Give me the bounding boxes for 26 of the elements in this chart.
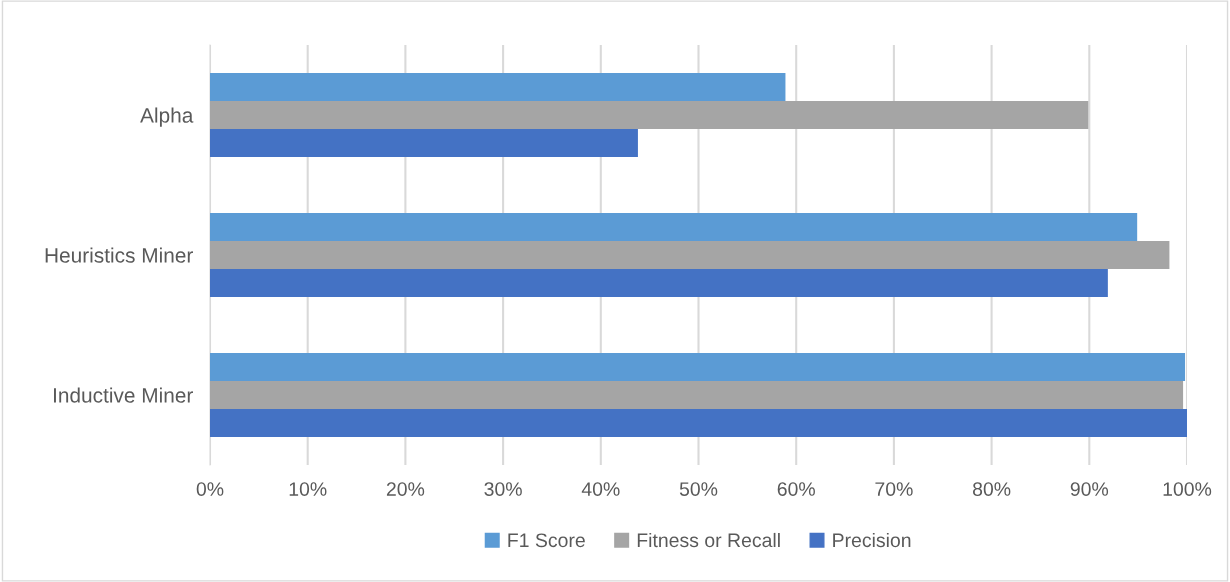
bar [210, 269, 1108, 297]
bar [210, 353, 1186, 381]
bar [210, 409, 1187, 437]
x-tick-label: 0% [196, 482, 224, 496]
y-tick-label: Heuristics Miner [45, 247, 193, 263]
x-tick-label: 90% [1070, 482, 1109, 496]
x-tick-label: 70% [875, 482, 913, 496]
y-tick-label: Inductive Miner [54, 387, 193, 403]
bar [210, 73, 786, 101]
y-tick-label: Alpha [140, 107, 194, 127]
bar [210, 241, 1170, 269]
legend-label: F1 Score [508, 533, 585, 548]
x-tick-label: 80% [972, 482, 1011, 496]
x-tick-label: 50% [679, 482, 718, 496]
x-tick-label: 60% [777, 482, 815, 496]
legend-label: Precision [833, 532, 911, 548]
bar [210, 129, 638, 157]
x-tick-label: 40% [581, 482, 620, 496]
x-tick-label: 10% [289, 482, 327, 496]
x-tick-label: 100% [1163, 482, 1212, 496]
x-tick-label: 30% [484, 482, 522, 496]
bar [210, 381, 1184, 409]
bar [210, 101, 1089, 129]
x-tick-label: 20% [386, 482, 425, 496]
legend-label: Fitness or Recall [637, 532, 780, 548]
bar [210, 213, 1138, 241]
